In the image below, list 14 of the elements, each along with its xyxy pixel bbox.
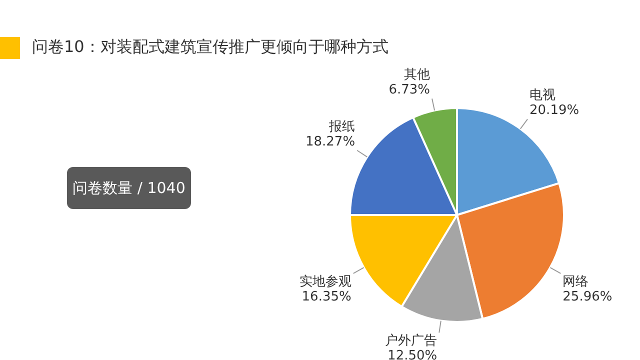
data-label: 20.19%	[530, 103, 580, 118]
data-label: 6.73%	[388, 82, 430, 98]
text: 问卷数量 / 1040	[67, 167, 191, 209]
slice-label: 报纸	[328, 119, 356, 134]
slice-label: 网络	[562, 274, 589, 290]
data-label: 12.50%	[388, 348, 438, 360]
data-label: 18.27%	[305, 134, 356, 150]
slice-label: 电视	[530, 88, 556, 104]
chart-title: 问卷10：对装配式建筑宣传推广更倾向于哪种方式	[32, 37, 388, 58]
slice-label: 实地参观	[299, 274, 352, 290]
slice-label: 其他	[404, 68, 430, 83]
data-label: 16.35%	[302, 289, 352, 304]
data-label: 25.96%	[562, 289, 612, 304]
slice-label: 户外广告	[385, 334, 438, 349]
